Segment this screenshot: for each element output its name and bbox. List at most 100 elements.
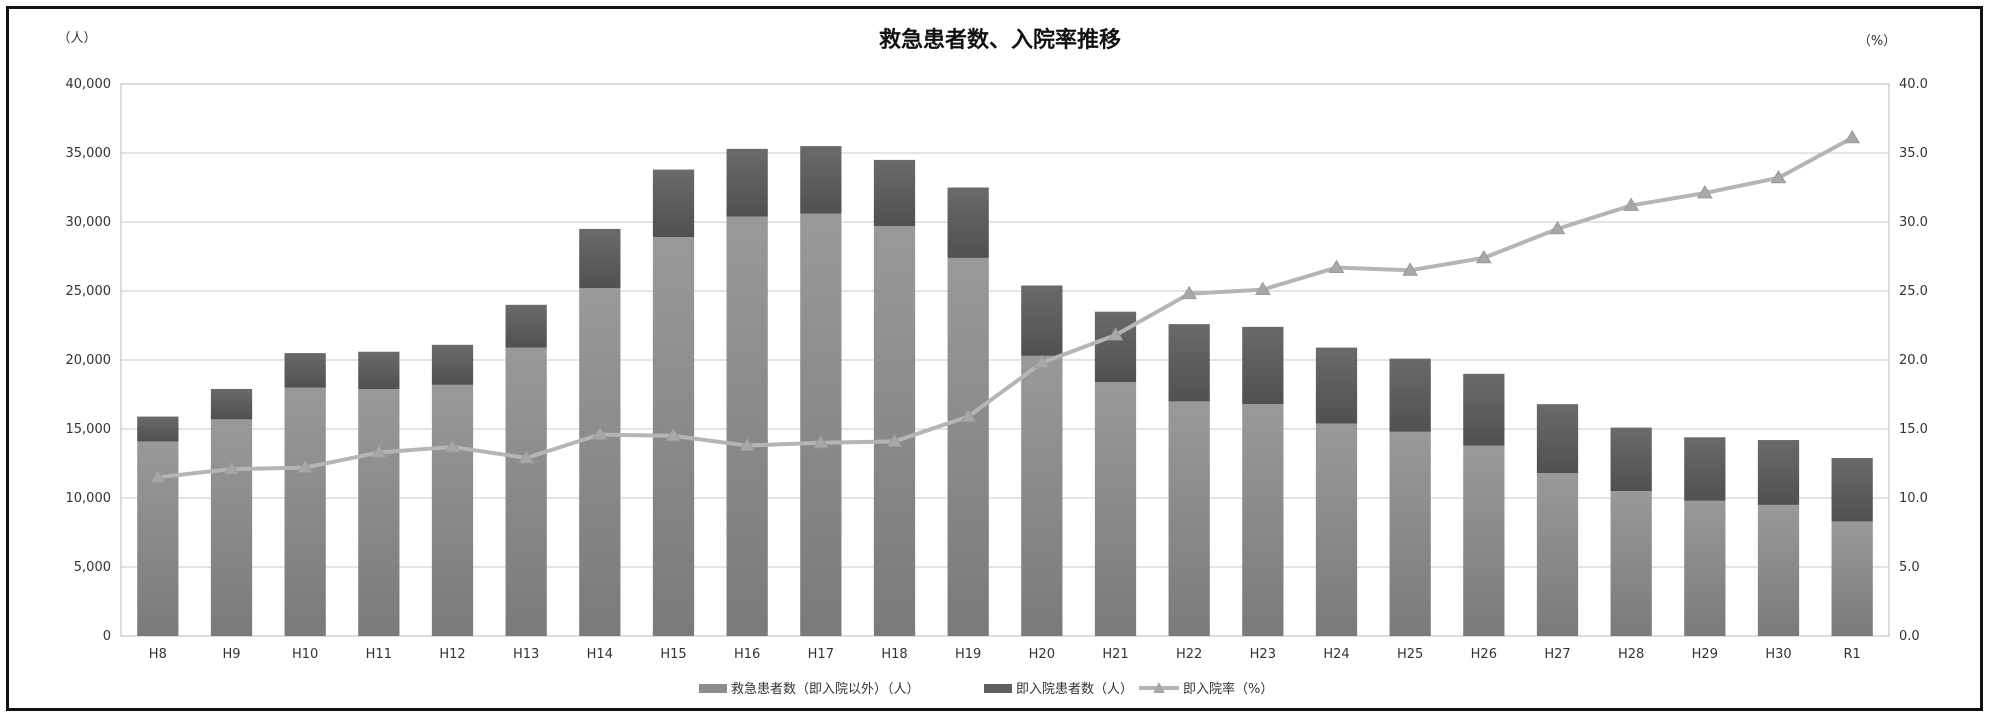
bar-admission bbox=[1389, 358, 1431, 432]
bar-non-admission bbox=[1684, 500, 1726, 636]
y-right-tick-label: 0.0 bbox=[1899, 629, 1920, 644]
y-left-tick-label: 10,000 bbox=[66, 491, 112, 506]
x-tick-label: H23 bbox=[1250, 647, 1276, 662]
x-tick-label: H18 bbox=[881, 647, 907, 662]
x-tick-label: H28 bbox=[1618, 647, 1644, 662]
x-tick-label: H14 bbox=[587, 647, 613, 662]
bar-admission bbox=[1168, 324, 1210, 402]
rate-point bbox=[1033, 354, 1050, 369]
bar-admission bbox=[1242, 326, 1284, 405]
rate-point bbox=[1623, 197, 1640, 211]
y-right-tick-label: 35.0 bbox=[1899, 146, 1928, 161]
bar-admission bbox=[1536, 404, 1579, 474]
bar-admission bbox=[137, 416, 179, 442]
bar-non-admission bbox=[726, 216, 768, 637]
rate-point bbox=[518, 449, 535, 464]
x-tick-label: H24 bbox=[1323, 647, 1349, 662]
rate-line bbox=[157, 136, 1854, 480]
y-left-tick-label: 5,000 bbox=[74, 560, 111, 575]
y-left-tick-label: 35,000 bbox=[66, 146, 112, 161]
bar-non-admission bbox=[873, 226, 916, 636]
bar-non-admission bbox=[1757, 504, 1800, 636]
bar-admission bbox=[431, 344, 474, 385]
y-right-tick-label: 10.0 bbox=[1899, 491, 1928, 506]
x-tick-label: H8 bbox=[149, 647, 167, 662]
x-tick-label: H30 bbox=[1765, 647, 1791, 662]
bar-non-admission bbox=[579, 288, 621, 636]
bar-admission bbox=[358, 351, 400, 389]
bar-admission bbox=[1757, 440, 1800, 505]
rate-point bbox=[1770, 169, 1787, 184]
bar-non-admission bbox=[800, 213, 842, 636]
x-tick-label: H22 bbox=[1176, 647, 1202, 662]
x-tick-label: R1 bbox=[1844, 647, 1861, 662]
chart-title: 救急患者数、入院率推移 bbox=[879, 27, 1121, 53]
bar-admission bbox=[210, 388, 253, 420]
rate-point bbox=[149, 469, 166, 483]
bar-admission bbox=[579, 228, 621, 289]
rate-point bbox=[1402, 262, 1419, 276]
bar-non-admission bbox=[1536, 473, 1579, 636]
bar-non-admission bbox=[210, 419, 253, 636]
x-tick-label: H10 bbox=[292, 647, 318, 662]
bar-admission bbox=[1831, 457, 1873, 522]
rate-point bbox=[223, 461, 240, 475]
x-tick-label: H29 bbox=[1692, 647, 1718, 662]
y-left-tick-label: 40,000 bbox=[66, 77, 112, 92]
bar-non-admission bbox=[358, 388, 400, 636]
bar-non-admission bbox=[1315, 423, 1358, 636]
bar-non-admission bbox=[1463, 445, 1505, 636]
chart-frame: 救急患者数、入院率推移 （人） （%） 0 0.0 5,000 5.0 10,000 10… bbox=[6, 6, 1983, 711]
y-right-tick-label: 20.0 bbox=[1899, 353, 1928, 368]
rate-point bbox=[1254, 281, 1271, 296]
legend-swatch bbox=[984, 684, 1012, 693]
bar-admission bbox=[652, 169, 695, 238]
x-tick-label: H26 bbox=[1471, 647, 1497, 662]
bar-non-admission bbox=[431, 384, 474, 636]
bar-admission bbox=[505, 304, 547, 348]
x-tick-label: H20 bbox=[1029, 647, 1055, 662]
legend: 救急患者数（即入院以外）（人） 即入院患者数（人） 即入院率（%） bbox=[699, 681, 1273, 697]
legend-marker bbox=[1153, 682, 1165, 693]
y-right-tick-label: 40.0 bbox=[1899, 77, 1928, 92]
x-tick-label: H19 bbox=[955, 647, 981, 662]
legend-label: 即入院率（%） bbox=[1183, 681, 1273, 697]
x-tick-label: H15 bbox=[660, 647, 686, 662]
y-left-tick-label: 15,000 bbox=[66, 422, 112, 437]
rate-point bbox=[1181, 285, 1198, 300]
bar-non-admission bbox=[1021, 355, 1063, 636]
rate-point bbox=[297, 459, 314, 474]
bar-non-admission bbox=[1610, 491, 1652, 636]
rate-point bbox=[444, 438, 461, 453]
bar-admission bbox=[726, 148, 768, 217]
bar-admission bbox=[1094, 311, 1137, 383]
x-tick-label: H11 bbox=[366, 647, 392, 662]
x-tick-label: H17 bbox=[808, 647, 834, 662]
bar-admission bbox=[1684, 437, 1726, 501]
x-tick-label: H16 bbox=[734, 647, 760, 662]
grid-layer bbox=[120, 83, 1890, 637]
bar-admission bbox=[1021, 285, 1063, 356]
legend-swatch bbox=[699, 684, 727, 693]
rate-point bbox=[1549, 220, 1566, 235]
legend-label: 即入院患者数（人） bbox=[1016, 682, 1133, 697]
bar-admission bbox=[284, 353, 326, 388]
bar-non-admission bbox=[284, 387, 326, 636]
y-right-tick-label: 15.0 bbox=[1899, 422, 1928, 437]
rate-point bbox=[886, 433, 903, 447]
bar-non-admission bbox=[1389, 431, 1431, 636]
x-tick-label: H13 bbox=[513, 647, 539, 662]
x-tick-label: H27 bbox=[1544, 647, 1570, 662]
rate-point bbox=[1844, 129, 1861, 144]
rate-point bbox=[665, 427, 682, 442]
rate-point bbox=[739, 437, 756, 451]
x-tick-label: H12 bbox=[439, 647, 465, 662]
bar-non-admission bbox=[1242, 404, 1284, 636]
right-axis-unit: （%） bbox=[1858, 34, 1896, 49]
rate-point bbox=[370, 444, 387, 458]
y-right-tick-label: 5.0 bbox=[1899, 560, 1920, 575]
bar-admission bbox=[800, 146, 842, 214]
x-tick-label: H21 bbox=[1102, 647, 1128, 662]
bar-non-admission bbox=[947, 257, 989, 636]
plot-area-border bbox=[120, 83, 1890, 637]
